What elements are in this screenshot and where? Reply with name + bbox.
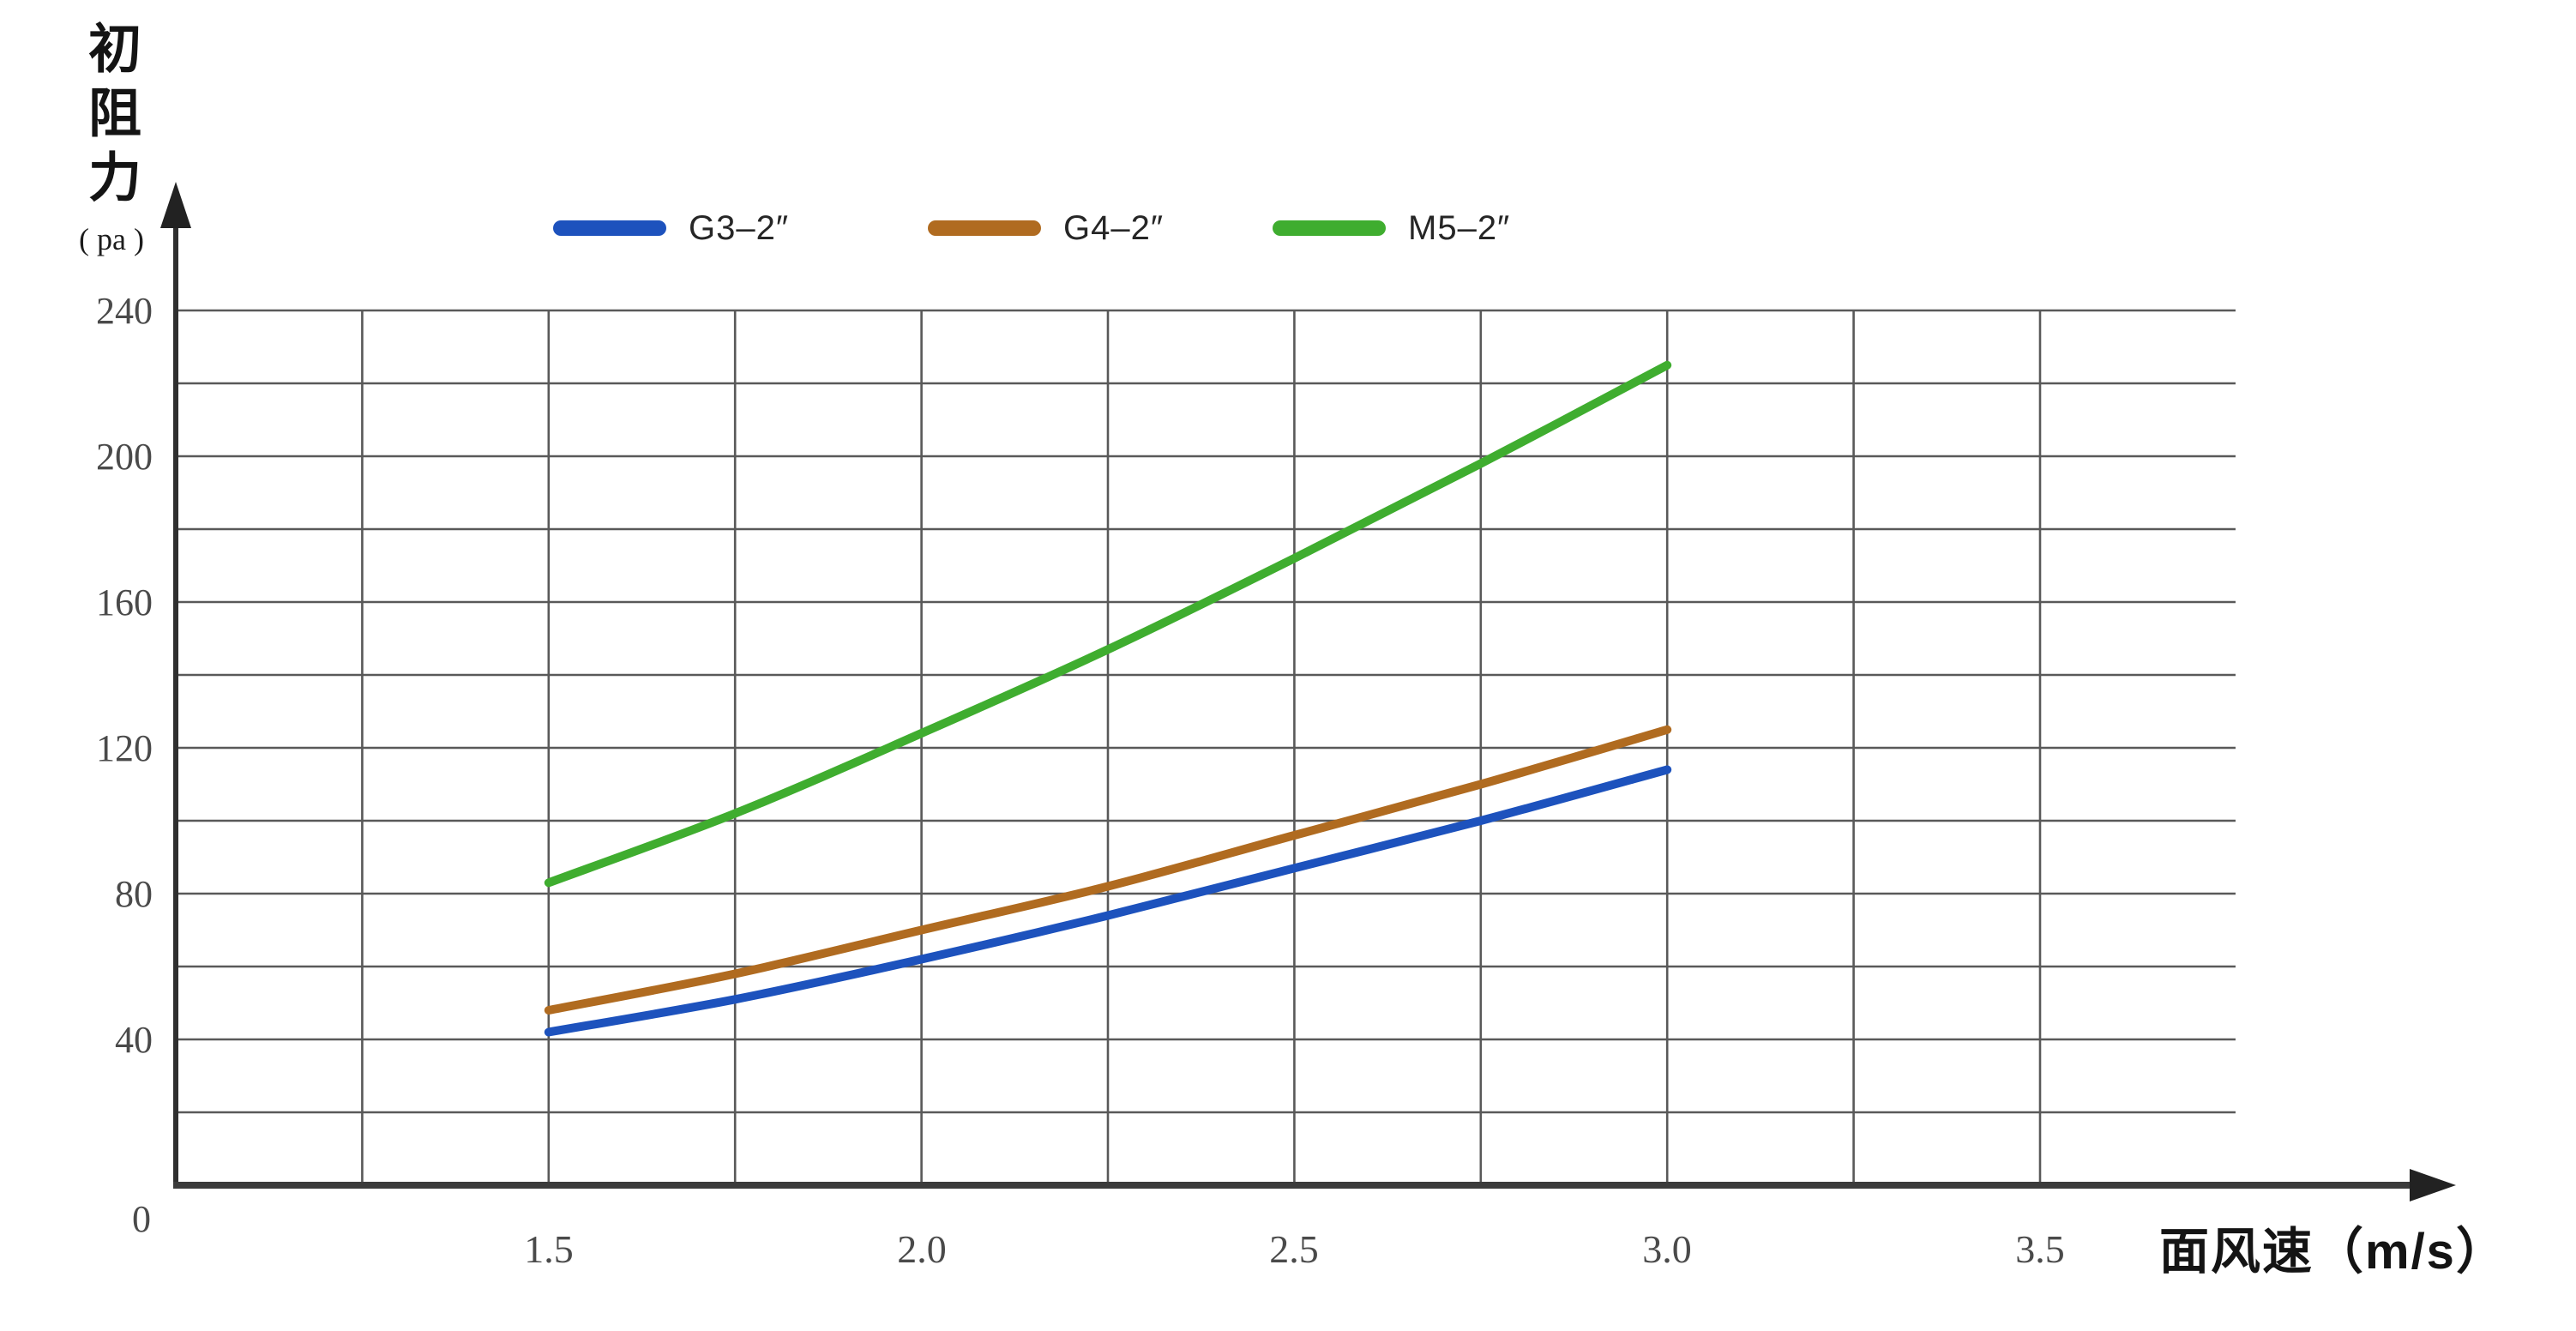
series-line-g42 (544, 725, 1672, 1015)
horizontal-gridlines (176, 309, 2236, 1114)
legend-item: G4–2″ (928, 208, 1164, 249)
y-axis-unit: ( pa ) (79, 222, 144, 256)
x-tick-label: 2.0 (897, 1227, 947, 1271)
legend-swatch-m5 (1273, 220, 1386, 236)
y-tick-label: 120 (96, 727, 153, 769)
x-axis-title: 面风速（m/s） (2159, 1224, 2507, 1280)
y-tick-label: 200 (96, 436, 153, 478)
legend-label: M5–2″ (1408, 208, 1511, 247)
x-axis-arrow-icon (2410, 1169, 2456, 1202)
y-tick-label: 40 (115, 1019, 153, 1061)
x-tick-label: 1.5 (524, 1227, 574, 1271)
vertical-gridlines (361, 310, 2042, 1185)
legend-swatch-g4 (928, 220, 1041, 236)
x-tick-label: 3.5 (2015, 1227, 2065, 1271)
y-axis-arrow-icon (160, 182, 191, 228)
y-tick-label: 240 (96, 290, 153, 332)
series-lines (544, 360, 1672, 1037)
origin-label: 0 (132, 1198, 151, 1240)
legend-swatch-g3 (553, 220, 666, 236)
series-line-m52 (544, 360, 1672, 888)
legend-label: G4–2″ (1063, 208, 1165, 247)
legend-item: M5–2″ (1273, 208, 1510, 249)
y-tick-label: 160 (96, 581, 153, 623)
legend-item: G3–2″ (553, 208, 789, 249)
x-tick-label: 3.0 (1642, 1227, 1692, 1271)
series-line-g32 (544, 765, 1672, 1037)
x-tick-label: 2.5 (1269, 1227, 1319, 1271)
y-tick-label: 80 (115, 873, 153, 915)
legend-label: G3–2″ (689, 208, 790, 247)
y-axis-title: 初阻力 (80, 21, 138, 214)
